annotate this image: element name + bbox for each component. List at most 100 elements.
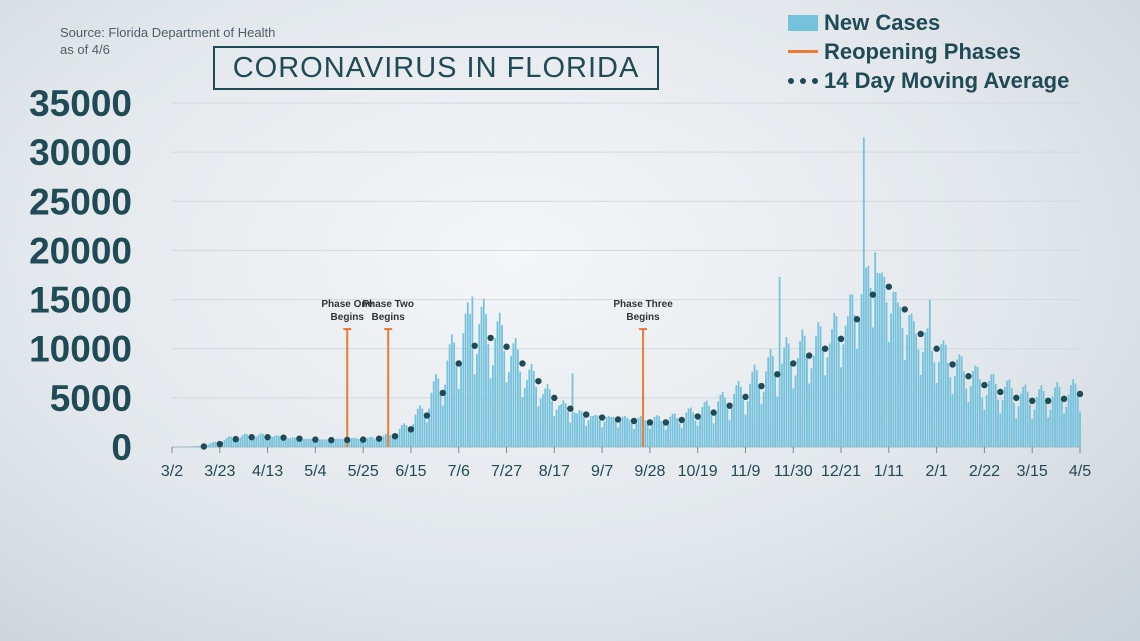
case-bar [912,321,915,447]
average-dot [726,402,733,409]
phase-label: Phase One [321,299,373,310]
average-dot [997,388,1004,396]
case-bar [1058,386,1061,447]
case-bar [683,420,685,447]
case-bar [997,399,999,447]
average-dot [296,435,303,442]
case-bar [535,386,537,447]
case-bar [435,374,437,447]
case-bar [751,371,754,447]
case-bar [1074,383,1077,447]
average-dot [1013,394,1020,402]
case-bar [846,316,849,447]
case-bar [1031,418,1034,447]
case-bar [1001,400,1004,447]
case-bar [817,321,820,447]
average-dot [1060,395,1068,403]
case-bar [253,437,255,447]
case-bar [469,314,472,447]
case-bar [985,395,988,447]
moving-average-series [200,283,1084,450]
x-tick-label: 6/15 [395,463,426,480]
case-bar [487,343,490,447]
case-bar [669,416,672,447]
case-bar [532,370,535,447]
case-bar [298,441,301,447]
case-bar [780,363,783,447]
case-bar [653,416,656,447]
case-bar [872,327,874,447]
case-bar [355,438,358,447]
case-bar [323,439,326,447]
case-bar [658,415,660,447]
case-bar [560,404,563,447]
case-bar [715,412,717,447]
y-tick-label: 0 [111,427,132,468]
case-bar [491,365,494,447]
case-bar [633,429,635,447]
legend-label: New Cases [824,9,941,35]
case-bar [375,439,378,447]
average-dot [742,393,749,401]
case-bar [733,393,735,447]
case-bar [614,420,617,447]
source-note: Source: Florida Department of Health as … [60,24,275,58]
case-bar [530,363,533,447]
average-dot [567,405,574,412]
case-bar [865,267,867,447]
case-bar [278,435,280,447]
case-bar [407,428,410,447]
bar-series [173,137,1081,447]
case-bar [869,287,872,447]
case-bar [507,371,510,447]
case-bar [876,272,879,447]
case-bar [1015,418,1018,447]
case-bar [400,425,403,447]
case-bar [348,439,351,447]
case-bar [792,388,795,447]
case-bar [853,314,856,447]
case-bar [580,411,583,447]
case-bar [353,437,355,447]
case-bar [999,413,1002,447]
case-bar [1072,379,1075,447]
case-bar [728,420,731,447]
case-bar [583,417,585,447]
legend-item-new-cases: New Cases [788,8,1069,37]
case-bar [589,416,592,447]
average-dot [391,432,399,440]
case-bar [969,385,972,447]
case-bar [646,423,649,447]
case-bar [196,445,198,447]
case-bar [699,416,701,447]
case-bar [992,373,995,447]
case-bar [689,407,692,447]
legend-item-reopening-phases: Reopening Phases [788,37,1069,66]
case-bar [1051,396,1054,447]
case-bar [851,294,854,447]
case-bar [1029,404,1031,447]
case-bar [769,349,772,447]
case-bar [364,439,367,447]
case-bar [760,404,763,447]
case-bar [899,307,902,447]
case-bar [1006,380,1009,447]
case-bar [894,291,897,447]
case-bar [790,362,792,447]
case-bar [972,370,974,447]
case-bar [678,423,681,447]
x-tick-label: 4/13 [252,463,283,480]
case-bar [207,444,210,447]
average-dot [216,440,223,448]
case-bar [1017,406,1020,447]
case-bar [498,312,501,447]
case-bar [344,439,346,447]
phase-label: Begins [626,312,660,323]
case-bar [569,422,572,447]
average-dot [455,360,462,367]
case-bar [1044,403,1047,447]
case-bar [878,273,881,447]
case-bar [1047,417,1050,447]
average-dot [582,411,590,418]
